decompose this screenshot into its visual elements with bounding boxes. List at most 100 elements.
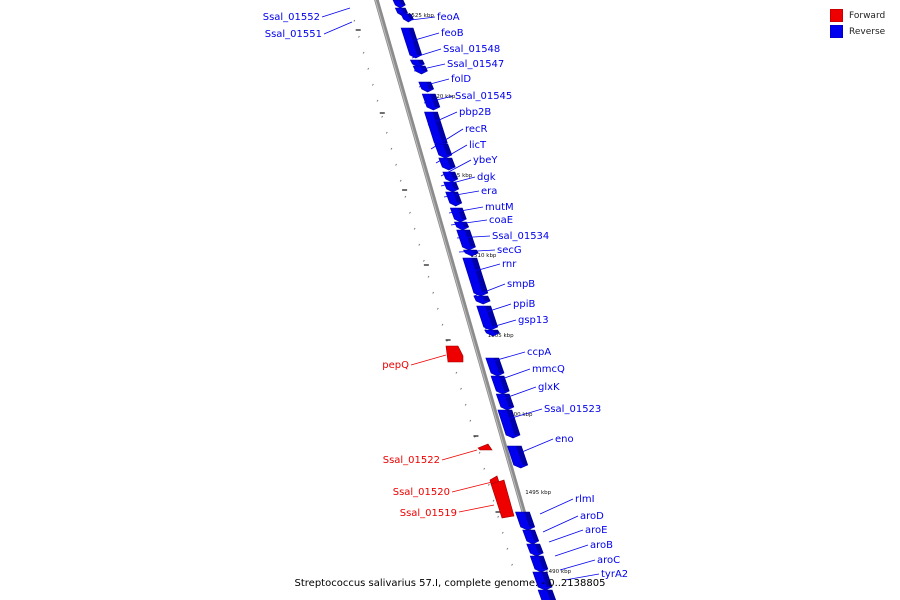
gene-label-era[interactable]: era: [481, 186, 497, 197]
gene-leader-line: [499, 386, 537, 401]
gene-label-dgk[interactable]: dgk: [477, 172, 496, 183]
gene-label-feob[interactable]: feoB: [441, 28, 464, 39]
gene-leader-line: [411, 48, 442, 59]
gene-label-ybey[interactable]: ybeY: [473, 155, 498, 166]
guide-dot: [501, 531, 504, 534]
guide-dot: [404, 195, 407, 198]
reverse-gene-shade: [446, 158, 456, 167]
guide-dot: [460, 387, 462, 390]
scale-label: 1520 kbp: [429, 94, 455, 100]
forward-gene-block: [445, 345, 464, 363]
scale-label: 1515 kbp: [446, 173, 472, 179]
gene-label-aroc[interactable]: aroC: [597, 555, 620, 566]
scale-label: 1505 kbp: [488, 333, 514, 339]
gene-label-arob[interactable]: aroB: [590, 540, 613, 551]
gene-leader-line: [410, 16, 436, 21]
gene-features: [392, 0, 557, 600]
gene-label-ccpa[interactable]: ccpA: [527, 347, 551, 358]
gene-leader-line: [559, 559, 596, 571]
reverse-gene-shade: [432, 112, 448, 143]
guide-dot: [436, 307, 439, 310]
gene-label-ppib[interactable]: ppiB: [513, 299, 535, 310]
gene-leader-line: [440, 176, 476, 187]
reverse-gene-block: [473, 295, 491, 305]
reverse-gene-shade: [417, 60, 425, 64]
gene-label-ssal_01547[interactable]: Ssal_01547: [447, 59, 504, 70]
reverse-gene-block: [409, 59, 425, 68]
gene-label-arod[interactable]: aroD: [580, 511, 604, 522]
guide-dot: [376, 99, 379, 102]
reverse-gene-block: [529, 555, 549, 573]
gene-label-mutm[interactable]: mutM: [485, 202, 514, 213]
gene-label-gsp13[interactable]: gsp13: [518, 315, 549, 326]
reverse-gene-shade: [530, 530, 539, 541]
reverse-gene-block: [400, 27, 423, 59]
gene-label-secg[interactable]: secG: [497, 245, 522, 256]
guide-dot: [464, 403, 467, 406]
gene-label-rnr[interactable]: rnr: [502, 259, 517, 270]
gene-label-lict[interactable]: licT: [469, 140, 487, 151]
guide-dot: [497, 515, 500, 518]
reverse-gene-block: [485, 357, 505, 377]
gene-labels: Ssal_01552 Ssal_01551 feoA feoB Ssal_01548 Ss…: [263, 7, 628, 581]
guide-dot: [483, 467, 486, 470]
guide-dot: [395, 163, 397, 166]
reverse-gene-block: [434, 143, 453, 159]
reverse-gene-shade: [464, 230, 476, 247]
gene-label-pbp2b[interactable]: pbp2B: [459, 107, 491, 118]
gene-leader-line: [489, 351, 526, 363]
gene-label-recr[interactable]: recR: [465, 124, 488, 135]
gene-label-mmcq[interactable]: mmcQ: [532, 364, 565, 375]
gene-leader-line: [473, 283, 506, 297]
gene-leader-line: [413, 63, 446, 72]
gene-leader-line: [554, 544, 589, 557]
gene-label-ssal_01519[interactable]: Ssal_01519: [400, 508, 457, 519]
reverse-gene-shade: [407, 14, 414, 19]
legend-item-reverse: Reverse: [830, 24, 892, 39]
gene-leader-line: [456, 235, 491, 239]
legend: Forward Reverse: [830, 8, 892, 40]
legend-swatch-forward: [830, 9, 843, 22]
guide-dot: [409, 211, 411, 214]
guide-dot: [427, 275, 430, 278]
gene-leader-line: [504, 408, 543, 421]
guide-dot: [492, 499, 495, 502]
gene-label-eno[interactable]: eno: [555, 434, 574, 445]
reverse-gene-shade: [408, 28, 422, 55]
forward-gene-block: [477, 443, 493, 451]
gene-label-rlmi[interactable]: rlmI: [575, 494, 595, 505]
gene-label-ssal_01552[interactable]: Ssal_01552: [263, 12, 320, 23]
guide-dot: [381, 115, 384, 118]
legend-label-reverse: Reverse: [849, 26, 886, 37]
gene-label-ssal_01522[interactable]: Ssal_01522: [383, 455, 440, 466]
gene-label-ssal_01534[interactable]: Ssal_01534: [492, 231, 549, 242]
gene-label-coae[interactable]: coaE: [489, 215, 513, 226]
reverse-gene-shade: [506, 410, 521, 435]
gene-label-ssal_01551[interactable]: Ssal_01551: [265, 29, 322, 40]
guide-dot: [362, 51, 365, 54]
gene-label-fold[interactable]: folD: [451, 74, 471, 85]
gene-label-tyra2[interactable]: tyrA2: [601, 569, 628, 580]
guide-dot: [418, 243, 421, 246]
gene-label-smpb[interactable]: smpB: [507, 279, 535, 290]
gene-label-pepq[interactable]: pepQ: [382, 360, 409, 371]
reverse-gene-block: [537, 589, 557, 600]
gene-leader-line: [484, 319, 517, 330]
scale-label: 1510 kbp: [471, 253, 497, 259]
reverse-gene-shade: [541, 572, 553, 587]
gene-label-ssal_01545[interactable]: Ssal_01545: [455, 91, 512, 102]
gene-leader-line: [448, 206, 484, 214]
gene-label-feoa[interactable]: feoA: [437, 12, 460, 23]
gene-label-aroe[interactable]: aroE: [585, 525, 607, 536]
gene-label-ssal_01523[interactable]: Ssal_01523: [544, 404, 601, 415]
reverse-gene-shade: [399, 0, 406, 5]
gene-leader-line: [418, 78, 450, 88]
gene-label-glxk[interactable]: glxK: [538, 382, 560, 393]
guide-dot: [487, 483, 490, 486]
gene-leader-line: [548, 529, 584, 543]
gene-label-ssal_01548[interactable]: Ssal_01548: [443, 44, 500, 55]
reverse-gene-shade: [534, 544, 544, 553]
guide-dot: [432, 291, 435, 294]
gene-label-ssal_01520[interactable]: Ssal_01520: [393, 487, 450, 498]
reverse-gene-shade: [524, 512, 535, 527]
